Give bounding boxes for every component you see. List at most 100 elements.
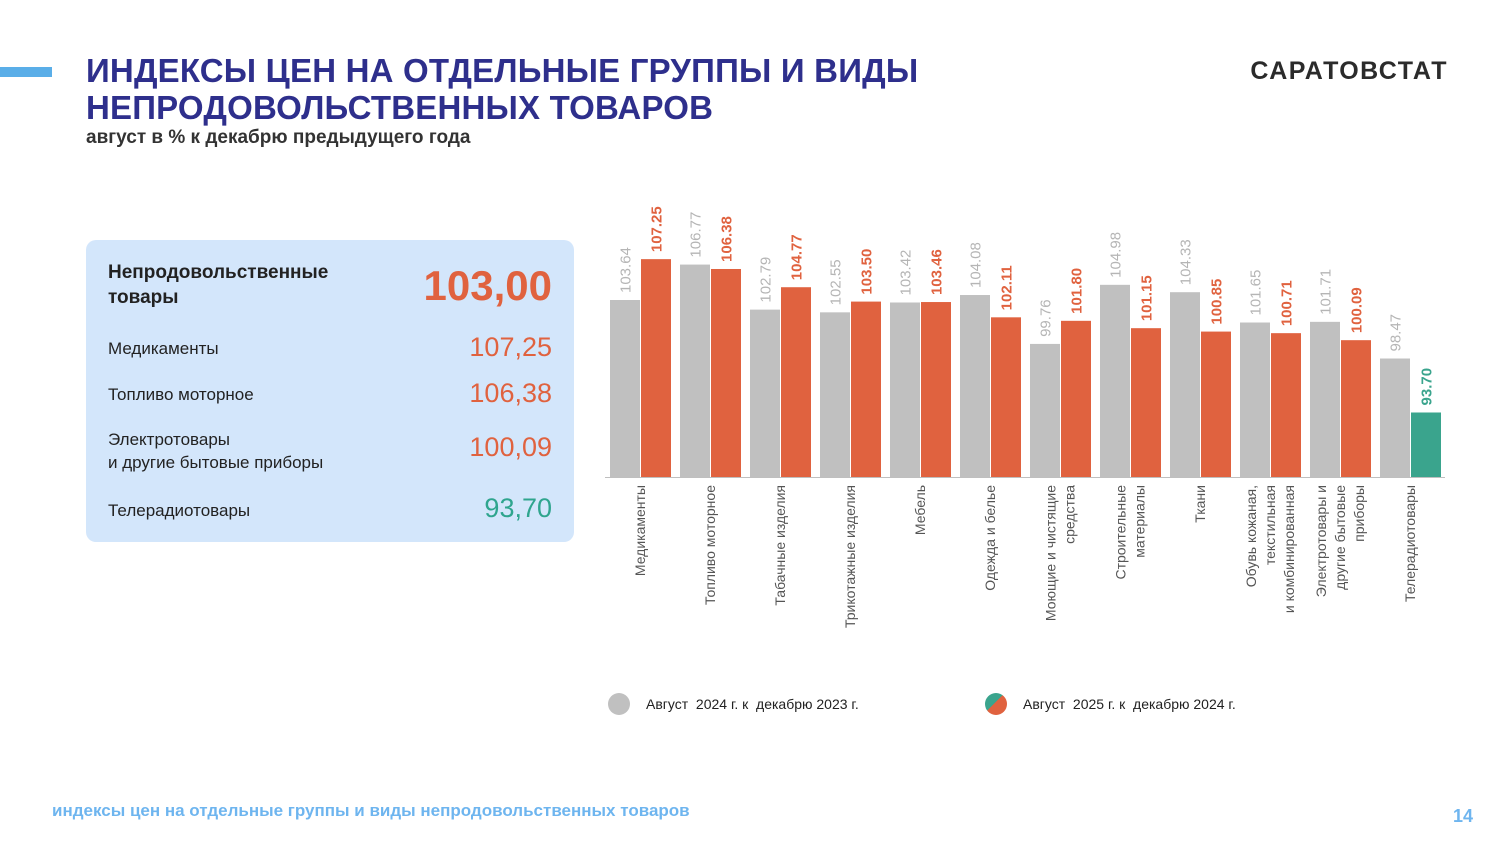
summary-row-label: Медикаменты bbox=[108, 339, 219, 358]
category-label: приборы bbox=[1351, 485, 1367, 542]
data-label-2025: 100.71 bbox=[1279, 280, 1296, 326]
data-label-2025: 100.85 bbox=[1209, 279, 1226, 325]
category-label: Ткани bbox=[1192, 485, 1208, 523]
summary-row: Топливо моторное 106,38 bbox=[108, 378, 552, 413]
category-label: Трикотажные изделия bbox=[842, 485, 858, 628]
bar-2025 bbox=[1201, 331, 1231, 477]
data-label-2024: 101.71 bbox=[1318, 269, 1335, 315]
summary-row: Электротовары и другие бытовые приборы 1… bbox=[108, 428, 552, 476]
data-label-2025: 102.11 bbox=[999, 265, 1016, 310]
summary-row-label-line1: Электротовары bbox=[108, 430, 230, 449]
summary-row-value: 107,25 bbox=[469, 332, 552, 362]
summary-card: Непродовольственные товары 103,00 Медика… bbox=[86, 240, 574, 542]
bar-2024 bbox=[1240, 322, 1270, 477]
category-label: другие бытовые bbox=[1332, 485, 1348, 590]
category-label: Строительные bbox=[1113, 485, 1129, 580]
data-label-2025: 101.15 bbox=[1139, 275, 1156, 321]
page-subtitle: август в % к декабрю предыдущего года bbox=[86, 127, 471, 148]
category-label: и комбинированная bbox=[1281, 485, 1297, 613]
category-label: Мебель bbox=[912, 485, 928, 535]
bar-2024 bbox=[1310, 321, 1340, 477]
title-line-2: НЕПРОДОВОЛЬСТВЕННЫХ ТОВАРОВ bbox=[86, 89, 714, 126]
data-label-2024: 106.77 bbox=[688, 212, 705, 258]
summary-row-value: 93,70 bbox=[484, 493, 552, 523]
data-label-2024: 99.76 bbox=[1038, 299, 1055, 337]
bar-2025 bbox=[641, 259, 671, 477]
bar-2024 bbox=[680, 264, 710, 477]
summary-main-label: Непродовольственные товары bbox=[108, 260, 328, 310]
data-label-2025: 103.46 bbox=[929, 249, 946, 295]
summary-row-label: Топливо моторное bbox=[108, 385, 254, 404]
page-number: 14 bbox=[1452, 806, 1473, 826]
footer-caption: индексы цен на отдельные группы и виды н… bbox=[52, 801, 690, 820]
brand-logo-text: САРАТОВСТАТ bbox=[1250, 57, 1448, 85]
legend-swatch-orange bbox=[985, 693, 1007, 715]
category-label: Обувь кожаная, bbox=[1243, 485, 1259, 587]
summary-main-label-line2: товары bbox=[108, 287, 179, 308]
bar-2025 bbox=[1131, 328, 1161, 477]
summary-row-value: 100,09 bbox=[469, 432, 552, 462]
bar-2024 bbox=[1170, 292, 1200, 477]
data-label-2025: 104.77 bbox=[789, 234, 806, 280]
bar-2024 bbox=[610, 300, 640, 477]
bar-2024 bbox=[1030, 343, 1060, 477]
data-label-2025: 101.80 bbox=[1069, 268, 1086, 314]
data-label-2025: 93.70 bbox=[1419, 368, 1436, 406]
category-label: средства bbox=[1062, 485, 1078, 544]
bar-2025 bbox=[711, 268, 741, 477]
category-label: Телерадиотовары bbox=[1402, 485, 1418, 602]
data-label-2024: 103.42 bbox=[898, 250, 915, 296]
data-label-2024: 104.33 bbox=[1178, 239, 1195, 285]
data-label-2025: 100.09 bbox=[1349, 287, 1366, 333]
summary-row: Медикаменты 107,25 bbox=[108, 332, 552, 367]
bar-2024 bbox=[820, 312, 850, 477]
bar-2025 bbox=[1411, 412, 1441, 477]
bar-2025 bbox=[1061, 320, 1091, 477]
data-label-2024: 102.79 bbox=[758, 257, 775, 303]
data-label-2024: 102.55 bbox=[828, 259, 845, 305]
category-label: Топливо моторное bbox=[702, 485, 718, 605]
category-label: Табачные изделия bbox=[772, 485, 788, 606]
summary-row-label-line2: и другие бытовые приборы bbox=[108, 453, 324, 472]
bar-2024 bbox=[1100, 284, 1130, 477]
data-label-2024: 98.47 bbox=[1388, 314, 1405, 352]
category-label: текстильная bbox=[1262, 485, 1278, 565]
bar-2025 bbox=[851, 301, 881, 477]
category-label: Медикаменты bbox=[632, 485, 648, 576]
data-label-2024: 104.08 bbox=[968, 242, 985, 288]
category-label: Моющие и чистящие bbox=[1043, 485, 1059, 621]
summary-row: Телерадиотовары 93,70 bbox=[108, 493, 552, 529]
summary-main-label-line1: Непродовольственные bbox=[108, 262, 329, 283]
data-label-2024: 104.98 bbox=[1108, 232, 1125, 278]
legend-label-2024: Август 2024 г. к декабрю 2023 г. bbox=[646, 696, 859, 712]
data-label-2025: 103.50 bbox=[859, 249, 876, 295]
data-label-2025: 106.38 bbox=[719, 216, 736, 262]
page-title: ИНДЕКСЫ ЦЕН НА ОТДЕЛЬНЫЕ ГРУППЫ И ВИДЫ Н… bbox=[86, 52, 1086, 126]
bar-2024 bbox=[890, 302, 920, 477]
bar-2024 bbox=[750, 309, 780, 477]
category-label: материалы bbox=[1132, 485, 1148, 558]
summary-row-value: 106,38 bbox=[469, 378, 552, 408]
summary-main-value: 103,00 bbox=[423, 262, 552, 309]
bar-2024 bbox=[960, 295, 990, 477]
accent-bar bbox=[0, 67, 52, 77]
bar-2024 bbox=[1380, 358, 1410, 477]
bar-2025 bbox=[1341, 340, 1371, 477]
summary-row-label: Электротовары и другие бытовые приборы bbox=[108, 428, 323, 474]
bar-2025 bbox=[921, 302, 951, 477]
summary-row-main: Непродовольственные товары 103,00 bbox=[108, 260, 552, 310]
bar-2025 bbox=[1271, 333, 1301, 477]
legend-item-2025: Август 2025 г. к декабрю 2024 г. bbox=[985, 692, 1236, 716]
legend-item-2024: Август 2024 г. к декабрю 2023 г. bbox=[608, 692, 859, 716]
category-label: Одежда и белье bbox=[982, 485, 998, 591]
data-label-2024: 103.64 bbox=[618, 247, 635, 293]
legend-swatch-gray bbox=[608, 693, 630, 715]
category-label: Электротовары и bbox=[1313, 485, 1329, 597]
legend-label-2025: Август 2025 г. к декабрю 2024 г. bbox=[1023, 696, 1236, 712]
bar-2025 bbox=[991, 317, 1021, 477]
bar-2025 bbox=[781, 287, 811, 477]
summary-row-label: Телерадиотовары bbox=[108, 501, 251, 520]
title-line-1: ИНДЕКСЫ ЦЕН НА ОТДЕЛЬНЫЕ ГРУППЫ И ВИДЫ bbox=[86, 52, 919, 89]
data-label-2025: 107.25 bbox=[649, 206, 666, 252]
